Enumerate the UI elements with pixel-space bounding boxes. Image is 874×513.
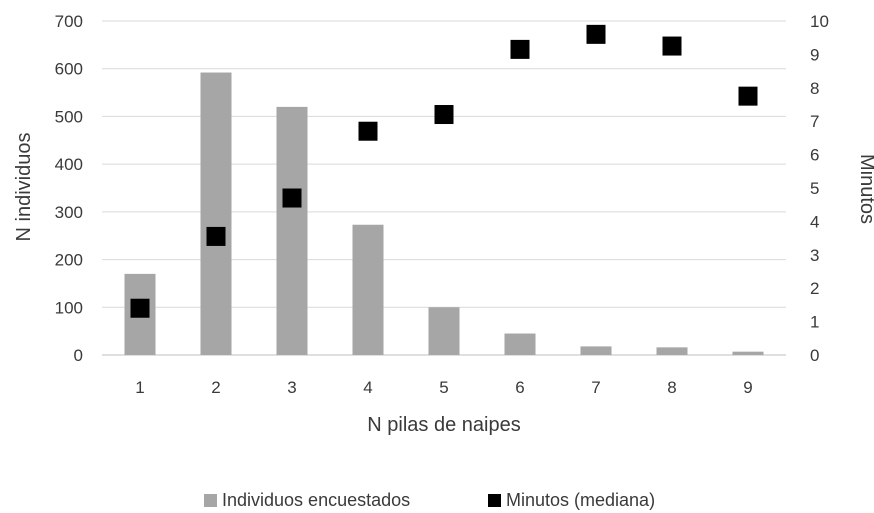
y-tick-label: 300 (55, 203, 83, 222)
y-tick-label: 700 (55, 12, 83, 31)
y2-tick-label: 0 (810, 346, 819, 365)
y2-tick-label: 3 (810, 246, 819, 265)
y-axis-left-ticks: 0 100 200 300 400 500 600 700 (55, 12, 83, 365)
y2-tick-label: 1 (810, 313, 819, 332)
y2-axis-title: Minutos (856, 154, 874, 224)
marker-series (130, 24, 758, 318)
marker-point (282, 188, 302, 208)
bar (732, 351, 764, 355)
marker-point (206, 226, 226, 246)
marker-point (662, 36, 682, 56)
y-axis-right-ticks: 0 1 2 3 4 5 6 7 8 9 10 (810, 12, 829, 365)
bar (580, 346, 612, 355)
legend-label-markers: Minutos (mediana) (506, 490, 655, 510)
bar (200, 72, 232, 355)
x-axis-ticks: 1 2 3 4 5 6 7 8 9 (135, 378, 752, 397)
y2-tick-label: 5 (810, 179, 819, 198)
marker-point (130, 298, 150, 318)
x-tick-label: 6 (515, 378, 524, 397)
y2-tick-label: 9 (810, 45, 819, 64)
y-tick-label: 100 (55, 298, 83, 317)
x-tick-label: 8 (667, 378, 676, 397)
y-tick-label: 600 (55, 60, 83, 79)
y-axis-title: N individuos (13, 133, 35, 242)
y-tick-label: 0 (74, 346, 83, 365)
legend-swatch-markers (488, 494, 501, 507)
marker-point (738, 86, 758, 106)
y2-tick-label: 8 (810, 79, 819, 98)
bar (428, 307, 460, 355)
y2-tick-label: 7 (810, 112, 819, 131)
bar (656, 347, 688, 355)
y-tick-label: 200 (55, 251, 83, 270)
legend-swatch-bars (204, 494, 217, 507)
bar (276, 106, 308, 355)
x-tick-label: 2 (211, 378, 220, 397)
x-axis-title: N pilas de naipes (367, 414, 520, 436)
y2-tick-label: 2 (810, 279, 819, 298)
y2-tick-label: 4 (810, 212, 819, 231)
bar (504, 333, 536, 355)
y2-tick-label: 6 (810, 146, 819, 165)
marker-point (510, 39, 530, 59)
y-tick-label: 400 (55, 155, 83, 174)
legend: Individuos encuestados Minutos (mediana) (204, 490, 655, 510)
marker-point (586, 24, 606, 44)
marker-point (434, 105, 454, 125)
bar-series (124, 72, 764, 355)
y-tick-label: 500 (55, 107, 83, 126)
bar (352, 224, 384, 355)
x-tick-label: 3 (287, 378, 296, 397)
y2-tick-label: 10 (810, 12, 829, 31)
marker-point (358, 121, 378, 141)
x-tick-label: 7 (591, 378, 600, 397)
x-tick-label: 1 (135, 378, 144, 397)
x-tick-label: 4 (363, 378, 372, 397)
legend-label-bars: Individuos encuestados (222, 490, 410, 510)
x-tick-label: 5 (439, 378, 448, 397)
x-tick-label: 9 (743, 378, 752, 397)
